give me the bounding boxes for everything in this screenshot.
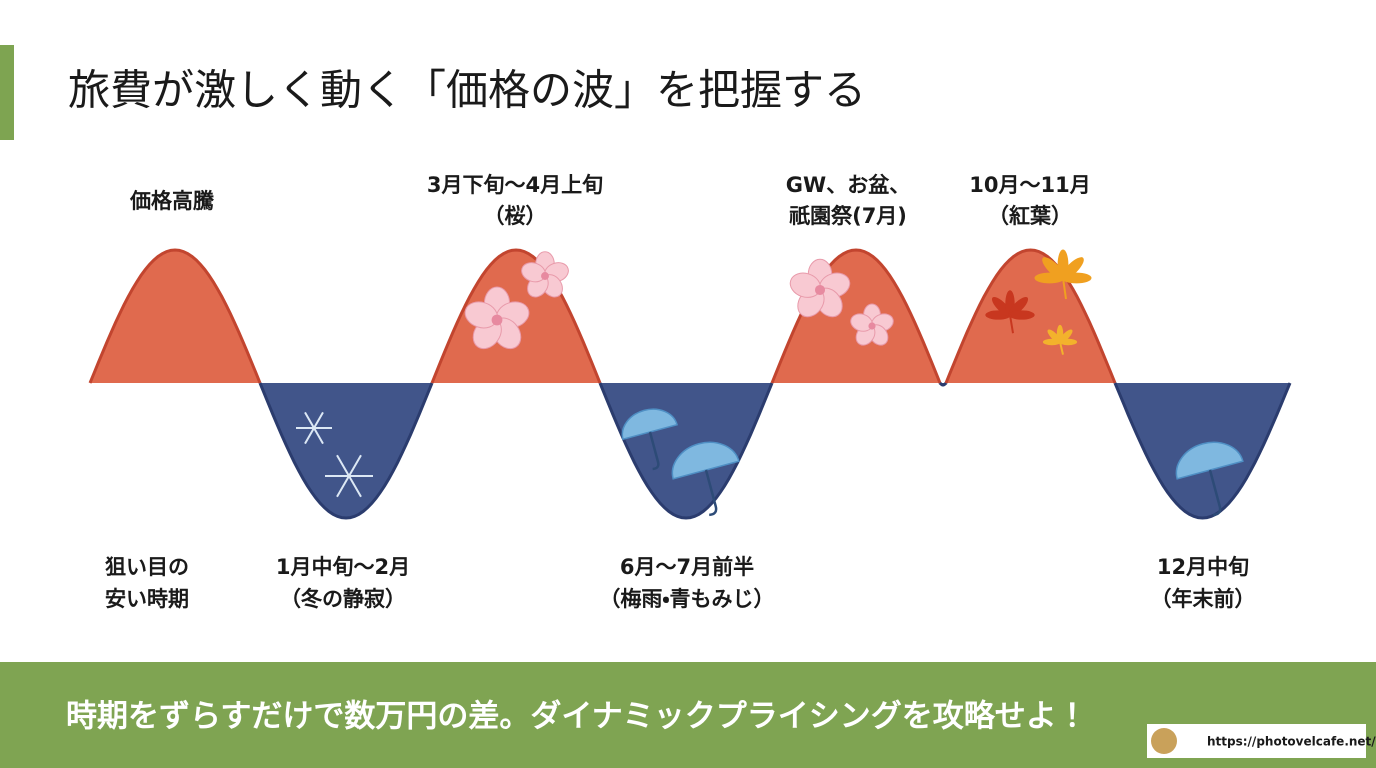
wave-outline — [770, 248, 942, 384]
footer-text: 時期をずらすだけで数万円の差。ダイナミックプライシングを攻略せよ！ — [66, 699, 1088, 735]
flower-center — [491, 314, 503, 326]
high-label: 価格高騰 — [129, 189, 215, 213]
high-season — [90, 250, 260, 383]
umbrella-icon — [621, 408, 678, 471]
wave-outline — [938, 381, 948, 387]
handle — [1208, 469, 1222, 517]
maple-icon — [1034, 249, 1092, 300]
umbrella-icon — [671, 441, 740, 517]
snowflake-icon — [325, 454, 373, 498]
canopy — [1175, 441, 1244, 480]
trough-label: 12月中旬 — [1157, 555, 1249, 579]
wave-outline — [598, 382, 774, 520]
low-label: 安い時期 — [105, 587, 189, 611]
leaf-lobe — [1008, 310, 1035, 320]
peak-label: （桜） — [484, 204, 547, 228]
sakura-icon — [521, 251, 569, 298]
footer-band — [0, 662, 1376, 768]
accent-bar — [0, 45, 14, 140]
watermark-logo — [1151, 728, 1177, 754]
handle — [648, 431, 660, 471]
leaf-lobe — [1059, 338, 1078, 346]
title: 旅費が激しく動く「価格の波」を把握する — [68, 66, 866, 115]
trough-label: （冬の静寂） — [280, 587, 406, 611]
watermark-box — [1147, 724, 1366, 758]
maple-icon — [1042, 324, 1078, 355]
trough-label: 1月中旬～2月 — [276, 555, 410, 579]
peak-label: 10月～11月 — [969, 173, 1090, 197]
handle — [704, 469, 718, 517]
leaf-lobe — [1061, 272, 1092, 284]
leaf-stem — [1059, 341, 1064, 355]
wave-outline — [1113, 382, 1292, 520]
leaf-stem — [1062, 277, 1067, 300]
umbrella-icon — [1175, 441, 1244, 517]
trough-label: （年末前） — [1151, 587, 1256, 611]
sakura-icon — [789, 258, 851, 318]
sakura-icon — [464, 286, 530, 350]
wave-outline — [258, 382, 434, 520]
wave-outline — [944, 248, 1117, 384]
trough-label: （梅雨・青もみじ） — [599, 587, 774, 611]
peak-label: 3月下旬～4月上旬 — [427, 173, 603, 197]
flower-center — [541, 272, 549, 280]
peak-label: GW、お盆、 — [786, 173, 910, 197]
flower-center — [814, 284, 826, 296]
sakura-icon — [850, 303, 894, 346]
flake-arm — [336, 454, 362, 498]
season-icons — [296, 249, 1244, 517]
low-season — [260, 383, 432, 518]
wave-outline — [430, 248, 602, 384]
flower-center — [868, 322, 876, 330]
leaf-stem — [1009, 314, 1014, 334]
watermark: https://photovelcafe.net/ — [1207, 735, 1376, 749]
peak-label: （紅葉） — [988, 204, 1072, 228]
canopy — [621, 408, 678, 441]
maple-icon — [985, 290, 1035, 334]
snowflake-icon — [296, 411, 332, 445]
low-label: 狙い目の — [105, 555, 189, 579]
canopy — [671, 441, 740, 480]
flake-arm — [304, 411, 324, 445]
trough-label: 6月～7月前半 — [620, 555, 754, 579]
wave-outline — [88, 248, 262, 384]
peak-label: 祇園祭(7月) — [789, 204, 907, 228]
